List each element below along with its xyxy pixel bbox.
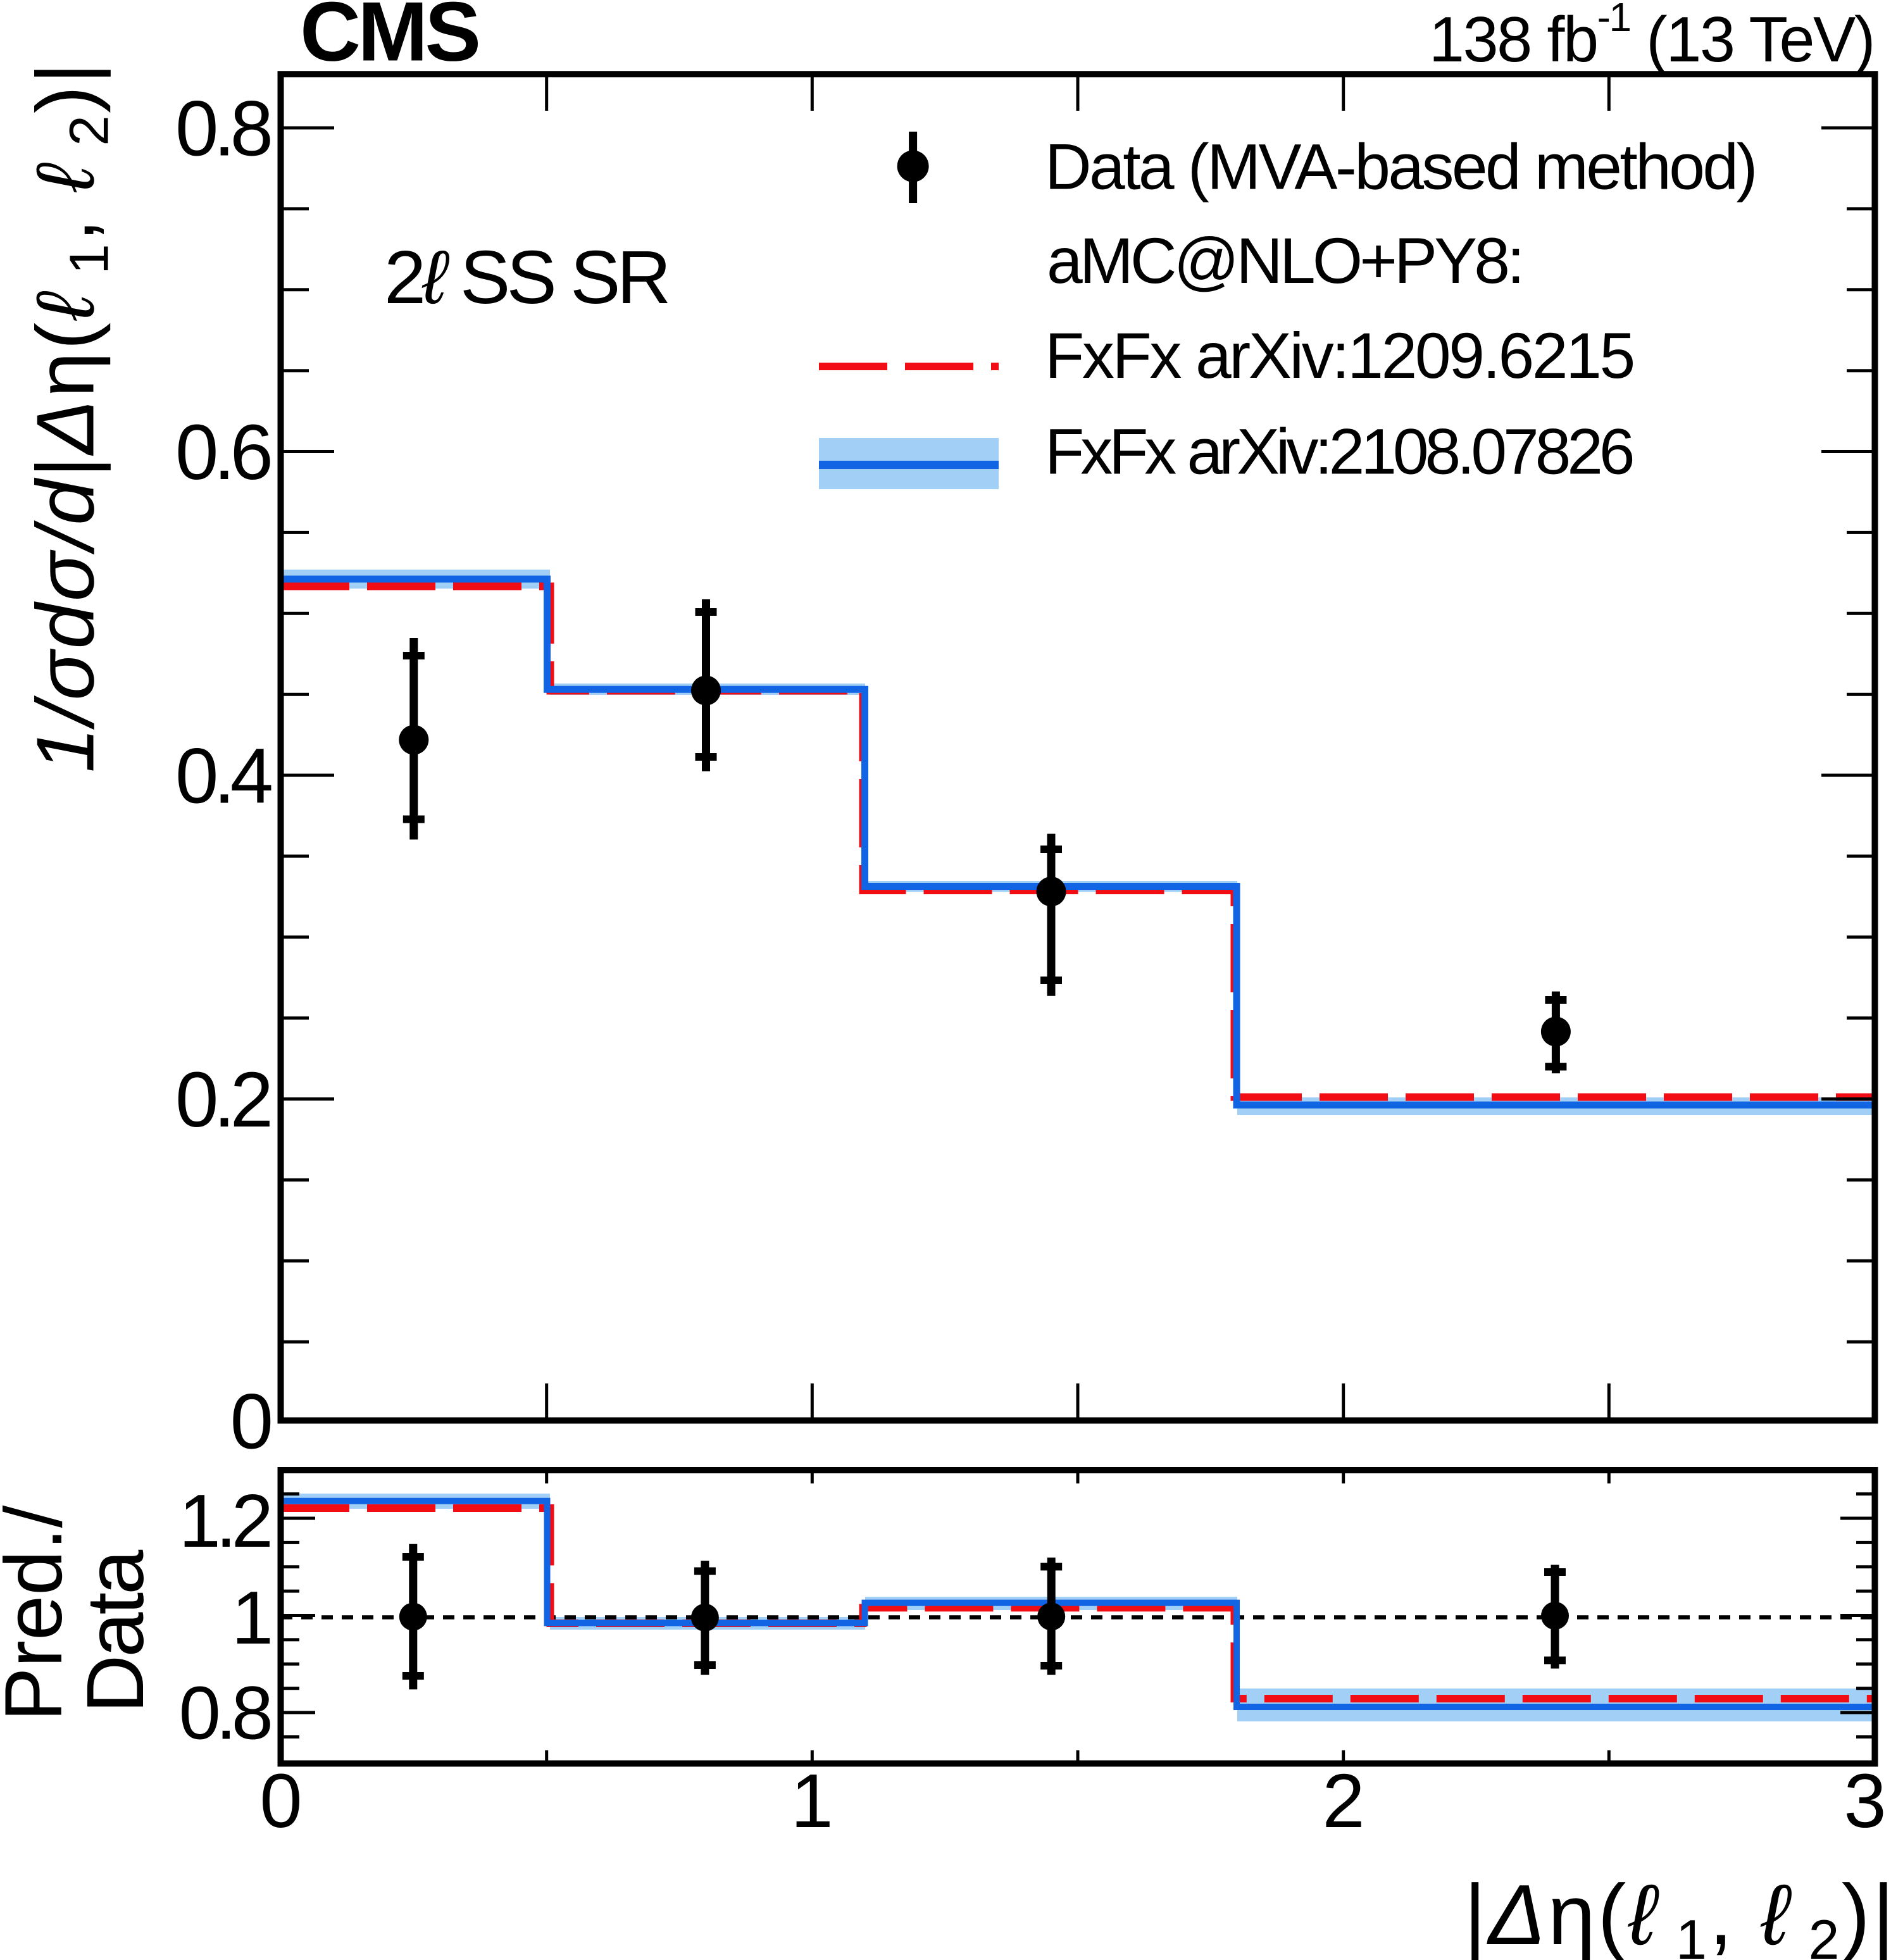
svg-text:3: 3 [1844, 1757, 1886, 1844]
svg-text:Pred./: Pred./ [0, 1505, 79, 1721]
svg-text:2: 2 [1322, 1757, 1364, 1844]
svg-text:2ℓ SS SR: 2ℓ SS SR [384, 235, 668, 320]
svg-text:138 fb-1 (13 TeV): 138 fb-1 (13 TeV) [1429, 0, 1874, 75]
svg-text:0.8: 0.8 [175, 86, 271, 173]
svg-text:aMC@NLO+PY8:: aMC@NLO+PY8: [1047, 225, 1522, 297]
svg-text:1: 1 [790, 1757, 833, 1844]
svg-text:FxFx arXiv:1209.6215: FxFx arXiv:1209.6215 [1045, 320, 1633, 392]
svg-text:CMS: CMS [300, 0, 478, 79]
svg-text:0.4: 0.4 [175, 733, 271, 820]
svg-text:0: 0 [259, 1757, 302, 1844]
svg-text:1: 1 [232, 1576, 270, 1660]
svg-text:1/σdσ/d|Δη(ℓ 1, ℓ 2)|: 1/σdσ/d|Δη(ℓ 1, ℓ 2)| [20, 61, 120, 773]
svg-text:1.2: 1.2 [179, 1479, 270, 1563]
svg-text:Data (MVA-based method): Data (MVA-based method) [1045, 131, 1756, 203]
svg-text:Data: Data [70, 1549, 161, 1713]
svg-text:0.6: 0.6 [175, 409, 270, 496]
svg-text:0: 0 [230, 1379, 271, 1466]
svg-text:0.8: 0.8 [179, 1671, 271, 1756]
svg-text:0.2: 0.2 [175, 1057, 270, 1144]
svg-text:FxFx arXiv:2108.07826: FxFx arXiv:2108.07826 [1045, 416, 1633, 488]
